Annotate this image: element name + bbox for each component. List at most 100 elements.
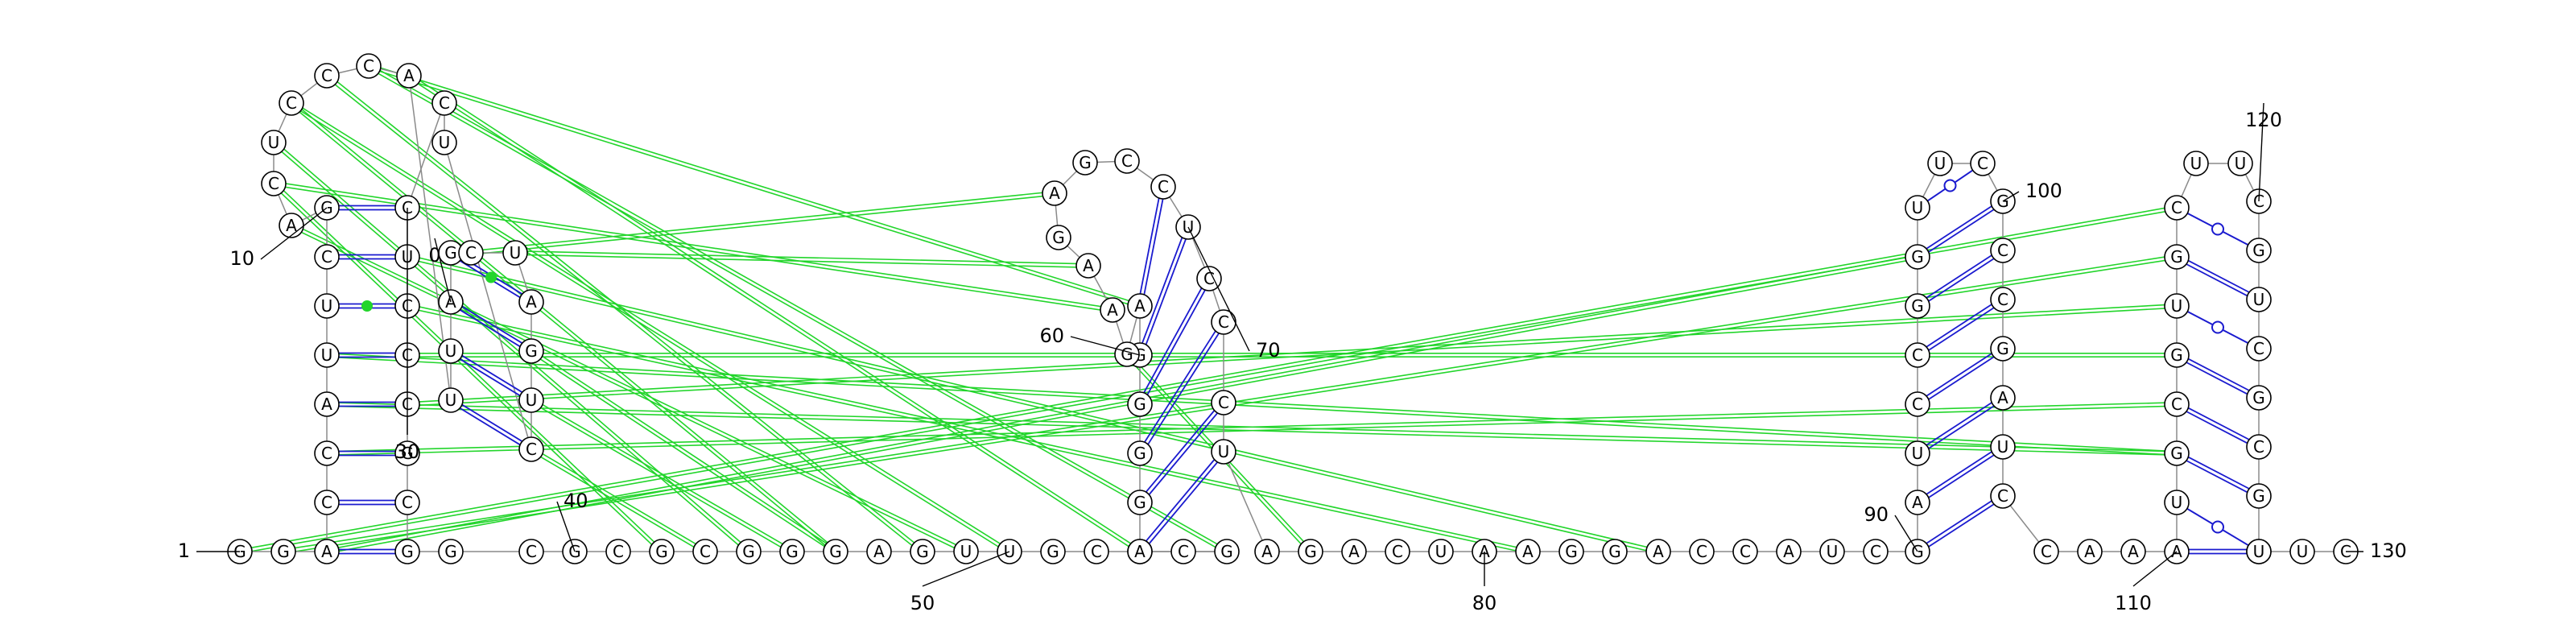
canonical-pair-line (1928, 454, 1995, 498)
nucleotide-65: G (1046, 225, 1071, 250)
nucleotide-letter: U (1912, 444, 1924, 463)
nucleotide-letter: U (445, 341, 457, 361)
nucleotide-letter: C (321, 247, 332, 267)
nucleotide-79: U (1428, 539, 1454, 564)
nucleotide-letter: G (1079, 153, 1092, 172)
nucleotide-51: G (1040, 539, 1066, 564)
nucleotide-54: C (1170, 539, 1196, 564)
tertiary-interaction-line (407, 254, 1659, 551)
tertiary-interaction-line (326, 405, 2177, 456)
nucleotide-74: U (1211, 439, 1236, 465)
nucleotide-83: G (1602, 539, 1628, 564)
nucleotide-letter: G (444, 243, 457, 262)
tertiary-interaction-line (291, 101, 1011, 551)
nucleotide-letter: A (873, 542, 885, 561)
tertiary-interaction-line (407, 258, 1658, 554)
canonical-pair-line (2188, 407, 2250, 440)
nucleotide-82: G (1558, 539, 1584, 564)
backbone-segment (444, 142, 532, 450)
tertiary-interaction-line (407, 304, 1529, 551)
canonical-pair-line (1146, 410, 1216, 493)
canonical-pair-line (2188, 259, 2250, 293)
nucleotide-letter: C (1912, 345, 1923, 365)
nucleotide-128: U (2246, 539, 2272, 564)
position-tick (2002, 191, 2020, 202)
nucleotide-letter: C (1218, 393, 1229, 412)
nucleotide-letter: U (1827, 542, 1839, 561)
nucleotide-4: C (314, 490, 340, 515)
nucleotide-letter: U (1218, 442, 1230, 461)
nucleotide-letter: A (321, 395, 332, 414)
nucleotide-42: G (649, 539, 675, 564)
nucleotide-letter: G (401, 542, 414, 561)
nucleotide-81: A (1515, 539, 1541, 564)
nucleotide-letter: C (1392, 542, 1403, 561)
tertiary-interaction-line (367, 67, 1227, 554)
nucleotide-3: A (314, 539, 340, 564)
nucleotide-letter: A (2171, 542, 2182, 561)
nucleotide-letter: U (526, 391, 538, 410)
canonical-pair-line (1143, 287, 1203, 394)
nucleotide-letter: A (1912, 493, 1923, 512)
nucleotide-47: A (866, 539, 892, 564)
nucleotide-68: C (1114, 148, 1140, 174)
nucleotide-43: C (692, 539, 718, 564)
canonical-pair-line (460, 309, 521, 348)
nucleotide-letter: U (2190, 154, 2202, 173)
nucleotide-39: C (518, 539, 544, 564)
tertiary-interaction-line (291, 223, 968, 551)
nucleotide-letter: U (2253, 542, 2265, 561)
nucleotide-63: A (1100, 297, 1125, 323)
nucleotide-letter: A (2128, 542, 2139, 561)
backbone-layer (240, 65, 2346, 552)
tertiary-interaction-line (515, 250, 1089, 265)
canonical-pair-line (2188, 358, 2250, 391)
nucleotide-letter: A (321, 542, 332, 561)
canonical-pair-line (1928, 209, 1995, 253)
nucleotide-letter: C (439, 93, 450, 113)
nucleotide-125: C (2246, 434, 2272, 460)
nucleotide-118: U (2183, 151, 2209, 176)
nucleotide-letter: C (321, 444, 332, 463)
nucleotide-102: C (1990, 287, 2016, 312)
nucleotide-letter: A (2084, 542, 2095, 561)
tertiary-interaction-line (327, 353, 2178, 453)
nucleotide-letter: C (286, 93, 297, 113)
nucleotide-letter: G (277, 542, 290, 561)
backbone-segment (407, 102, 445, 209)
nucleotide-48: G (910, 539, 935, 564)
nucleotide-letter: C (1997, 241, 2008, 260)
nucleotide-12: C (261, 171, 287, 196)
nucleotide-letter: G (916, 542, 929, 561)
canonical-pair-line (1926, 304, 1992, 348)
position-label-1: 1 (178, 539, 190, 562)
nucleotide-letter: C (1997, 290, 2008, 309)
nucleotide-35: G (394, 440, 420, 466)
nucleotide-27: C (518, 436, 544, 462)
canonical-pair-line (2186, 263, 2248, 297)
nucleotide-letter: U (2297, 542, 2309, 561)
nucleotide-letter: G (2170, 247, 2183, 267)
nucleotide-113: C (2164, 391, 2190, 417)
tertiary-interaction-line (326, 356, 2177, 456)
nucleotide-95: G (1905, 293, 1930, 319)
nucleotide-88: U (1819, 539, 1845, 564)
nucleotide-letter: C (268, 174, 279, 193)
nucleotide-13: U (261, 130, 287, 155)
base-pair-layer (339, 169, 2250, 555)
tertiary-interaction-line (530, 401, 792, 554)
nucleotide-91: A (1905, 490, 1930, 515)
nucleotide-letter: A (1997, 388, 2008, 407)
nucleotide-22: C (458, 240, 484, 266)
position-tick (1070, 336, 1141, 356)
tertiary-interaction-line (274, 181, 664, 551)
canonical-pair-line (1139, 198, 1160, 294)
canonical-pair-line (1926, 500, 1992, 544)
tertiary-interaction-line (368, 67, 1140, 308)
nucleotide-letter: U (1435, 542, 1447, 561)
nucleotide-letter: G (829, 542, 842, 561)
nucleotide-letter: G (1911, 247, 1924, 267)
nucleotide-letter: C (2041, 542, 2052, 561)
